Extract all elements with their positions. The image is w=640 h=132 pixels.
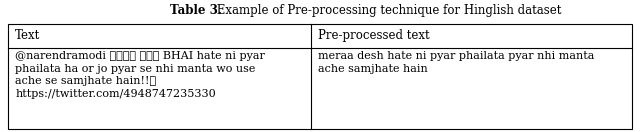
Bar	[8, 24, 632, 129]
Text: meraa desh hate ni pyar phailata pyar nhi manta
ache samjhate hain: meraa desh hate ni pyar phailata pyar nh…	[318, 51, 595, 74]
Text: @narendramodi मेरा देश BHAI hate ni pyar
phailata ha or jo pyar se nhi manta wo : @narendramodi मेरा देश BHAI hate ni pyar…	[15, 51, 265, 99]
Text: Pre-processed text: Pre-processed text	[318, 29, 430, 42]
Text: Example of Pre-processing technique for Hinglish dataset: Example of Pre-processing technique for …	[213, 4, 562, 17]
Text: Text: Text	[15, 29, 40, 42]
Text: Table 3.: Table 3.	[170, 4, 222, 17]
